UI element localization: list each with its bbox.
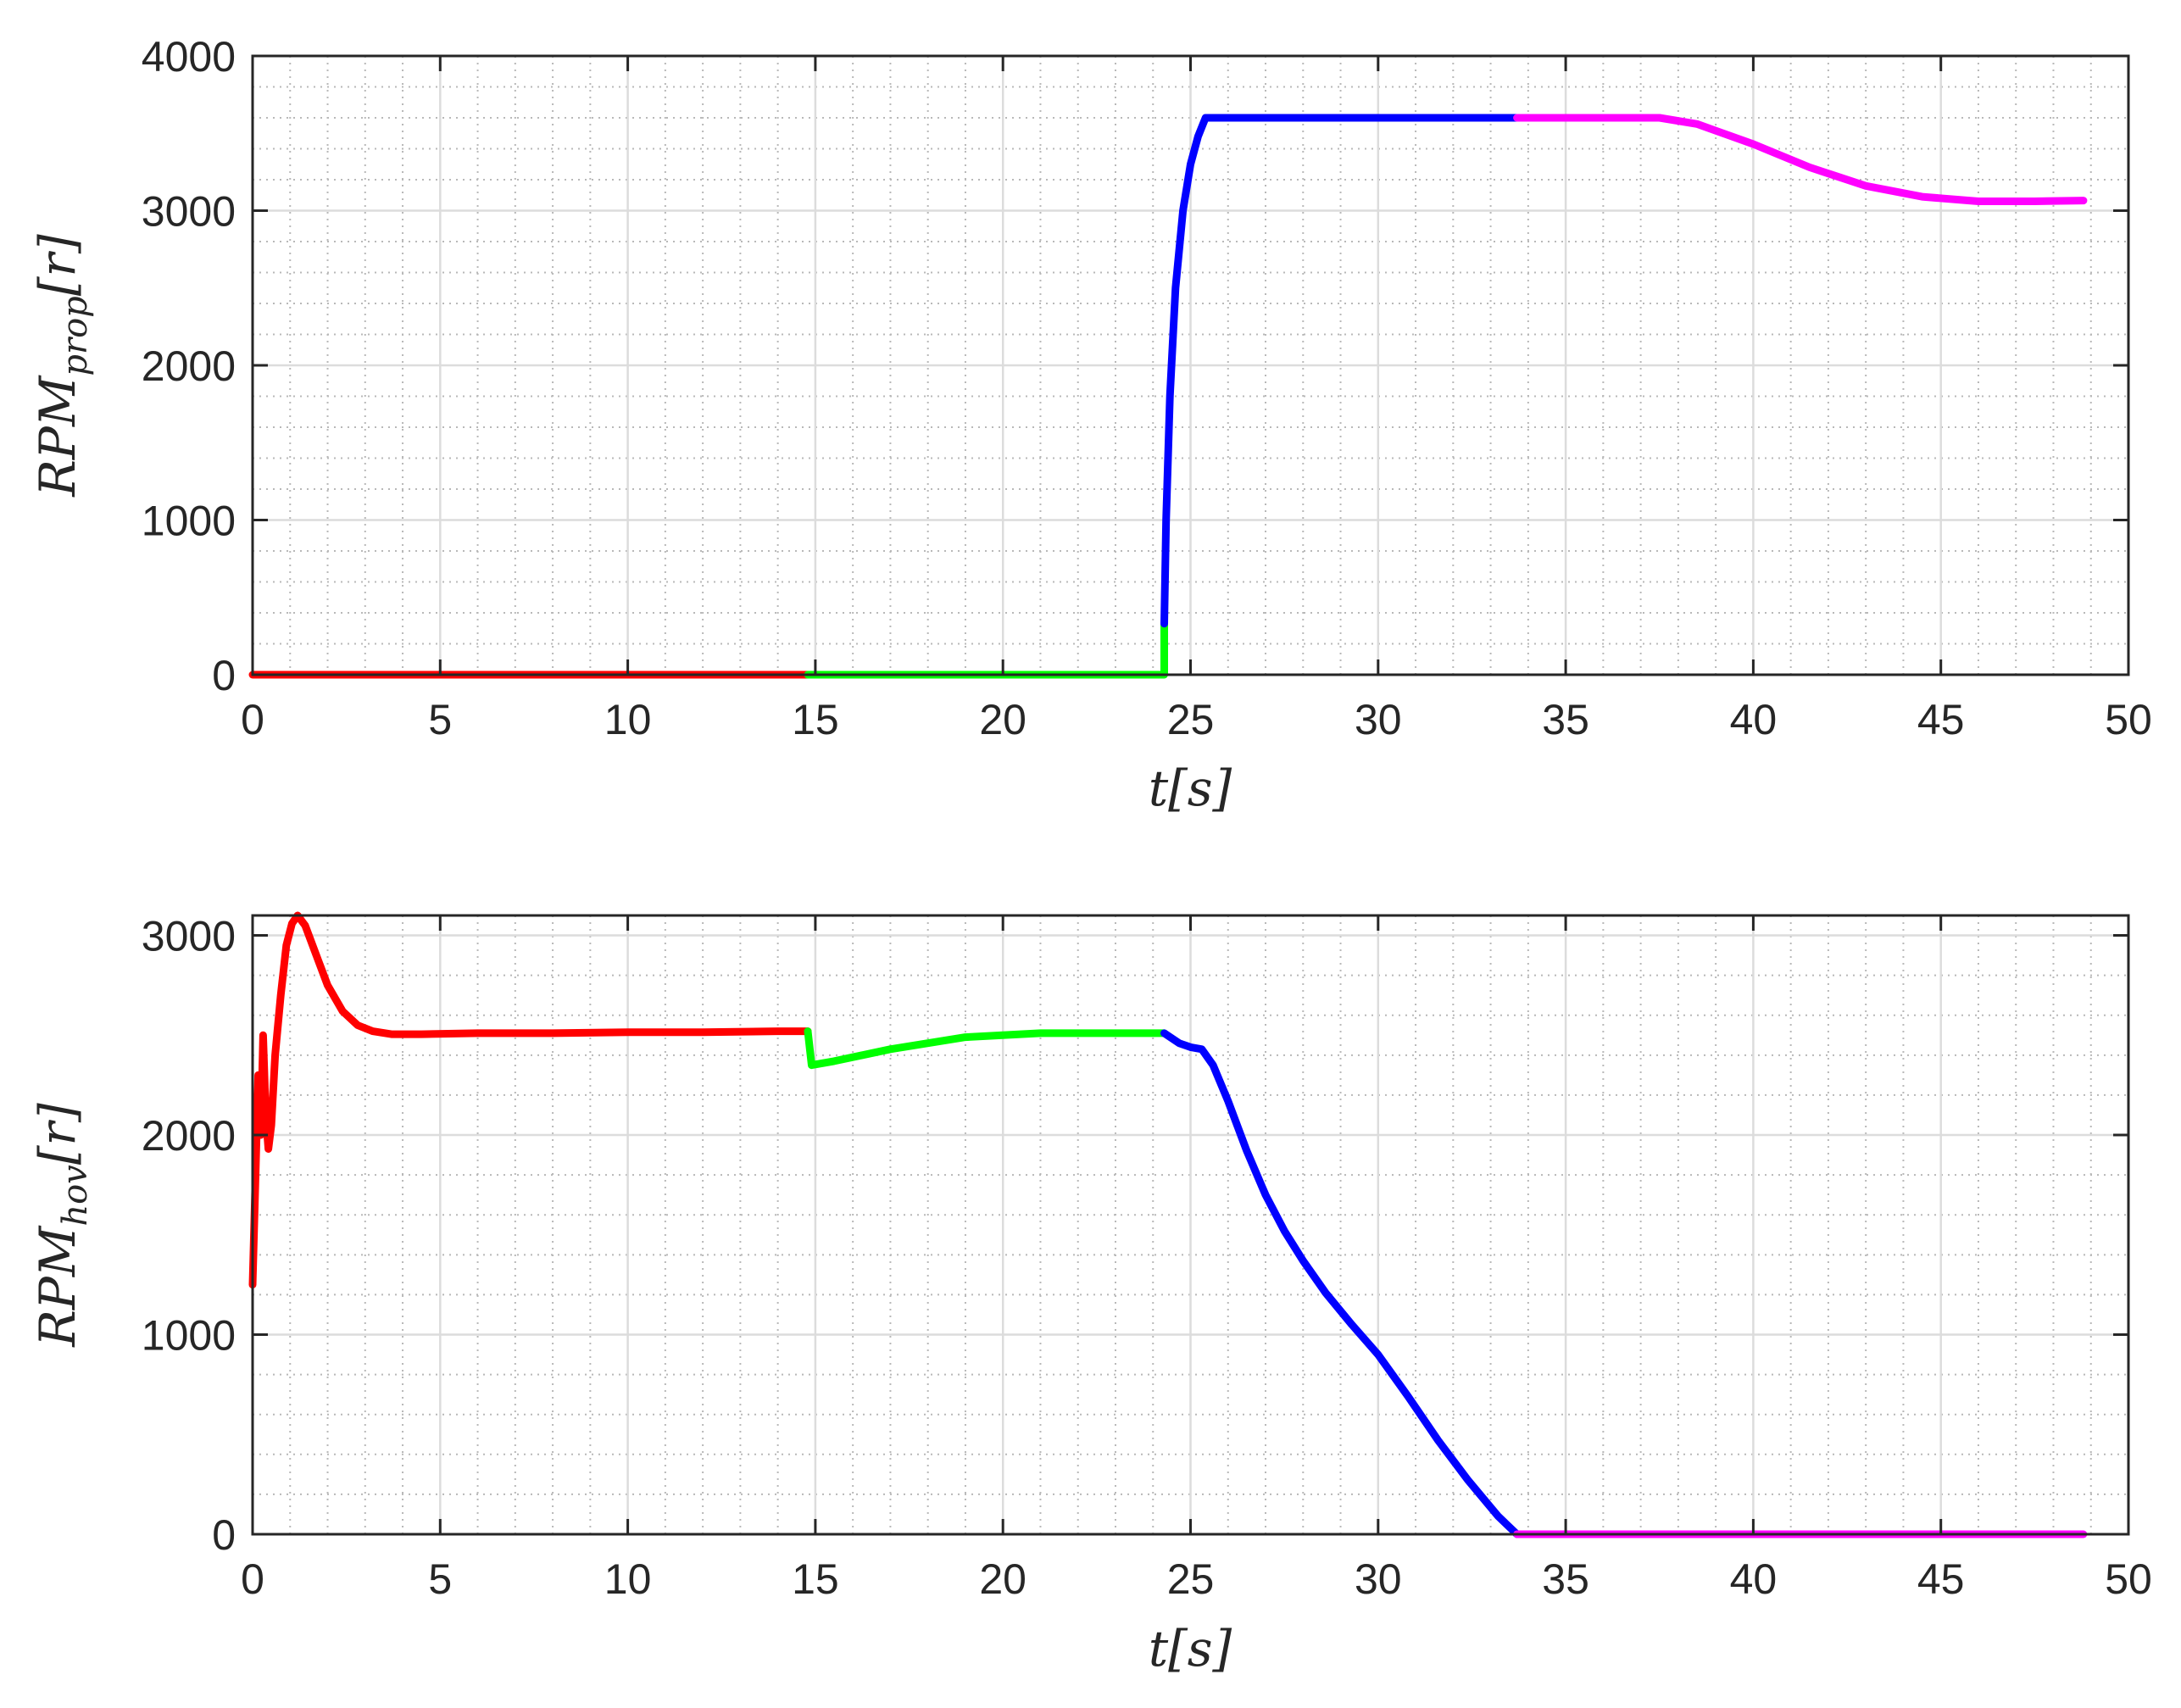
y-tick-label: 3000 (142, 913, 236, 960)
y-tick-label: 1000 (142, 498, 236, 545)
x-axis-label: t[s] (1149, 1620, 1232, 1677)
x-tick-label: 0 (241, 696, 264, 743)
y-axis-label: RPMhov[r] (29, 1103, 95, 1348)
x-tick-label: 50 (2105, 696, 2152, 743)
y-tick-label: 2000 (142, 1112, 236, 1160)
series-line-2 (804, 1027, 1168, 1070)
x-tick-label: 45 (1917, 1555, 1965, 1603)
y-tick-label: 1000 (142, 1312, 236, 1360)
x-tick-label: 25 (1167, 696, 1215, 743)
x-tick-label: 40 (1730, 696, 1778, 743)
x-tick-label: 10 (604, 696, 652, 743)
x-tick-label: 20 (979, 1555, 1027, 1603)
y-axis-label: RPMprop[r] (29, 234, 95, 498)
x-axis-label: t[s] (1149, 759, 1232, 817)
chart-rpm-hov: 0 5 10 15 20 25 30 35 40 45 50 0 1000 2000 3000 t[s] R… (29, 911, 2152, 1677)
series-line-4 (1513, 114, 2088, 205)
x-tick-label: 45 (1917, 696, 1965, 743)
x-tick-label: 30 (1355, 1555, 1402, 1603)
y-tick-label: 4000 (142, 33, 236, 81)
y-tick-label: 0 (212, 1511, 236, 1559)
series-line-3 (1160, 114, 1522, 628)
x-tick-label: 0 (241, 1555, 264, 1603)
y-tick-label: 0 (212, 652, 236, 699)
x-tick-label: 15 (792, 696, 839, 743)
x-tick-label: 10 (604, 1555, 652, 1603)
x-tick-label: 35 (1542, 696, 1589, 743)
y-tick-label: 2000 (142, 342, 236, 390)
x-tick-label: 25 (1167, 1555, 1215, 1603)
x-tick-label: 5 (428, 1555, 452, 1603)
x-tick-label: 5 (428, 696, 452, 743)
x-tick-label: 50 (2105, 1555, 2152, 1603)
series-line-3 (1160, 1029, 1522, 1538)
x-tick-label: 15 (792, 1555, 839, 1603)
x-tick-label: 30 (1355, 696, 1402, 743)
series-line-1 (248, 911, 812, 1289)
x-tick-label: 40 (1730, 1555, 1778, 1603)
y-tick-label: 3000 (142, 188, 236, 236)
x-tick-label: 35 (1542, 1555, 1589, 1603)
chart-rpm-prop: 0 5 10 15 20 25 30 35 40 45 50 0 1000 2000 3000 4000 t[… (29, 33, 2152, 817)
x-tick-label: 20 (979, 696, 1027, 743)
